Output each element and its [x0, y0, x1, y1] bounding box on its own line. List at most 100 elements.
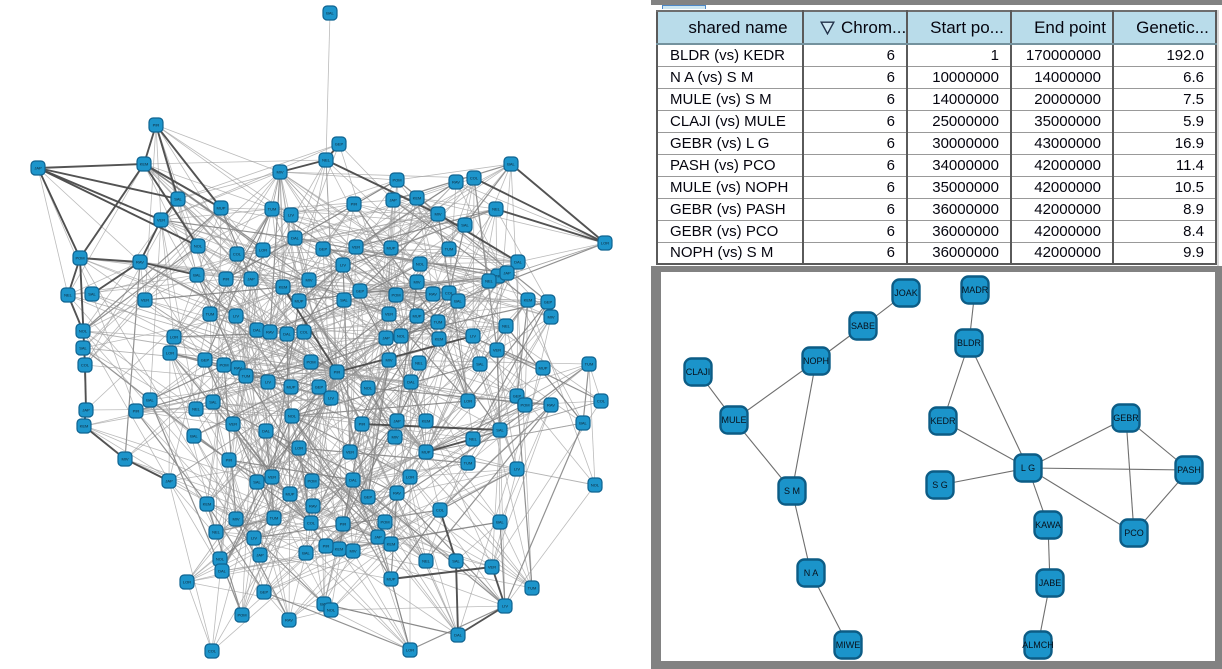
svg-text:POM: POM: [219, 363, 228, 368]
svg-text:SAL: SAL: [340, 298, 348, 303]
svg-text:COL: COL: [445, 291, 454, 296]
svg-text:SAL: SAL: [476, 362, 484, 367]
svg-text:BAL: BAL: [507, 162, 515, 167]
svg-text:MIV: MIV: [385, 358, 392, 363]
svg-text:NEL: NEL: [422, 559, 431, 564]
svg-text:COL: COL: [208, 649, 217, 654]
svg-text:PIR: PIR: [334, 370, 341, 375]
svg-text:JOAK: JOAK: [894, 288, 918, 298]
svg-text:NEL: NEL: [492, 207, 501, 212]
svg-text:SAL: SAL: [461, 223, 469, 228]
svg-text:MUP: MUP: [413, 314, 422, 319]
svg-text:BAL: BAL: [190, 434, 198, 439]
svg-text:PIR: PIR: [359, 422, 366, 427]
svg-text:N A: N A: [804, 568, 819, 578]
svg-text:LIV: LIV: [340, 263, 346, 268]
svg-text:SAL: SAL: [79, 346, 87, 351]
svg-text:MUP: MUP: [422, 450, 431, 455]
svg-text:JAP: JAP: [389, 198, 397, 203]
svg-text:COL: COL: [233, 252, 242, 257]
svg-text:DAL: DAL: [454, 633, 463, 638]
svg-text:LIV: LIV: [265, 380, 271, 385]
svg-text:GEP: GEP: [201, 358, 210, 363]
svg-text:MUP: MUP: [287, 385, 296, 390]
svg-text:NOL: NOL: [416, 262, 425, 267]
svg-text:NOL: NOL: [327, 608, 336, 613]
svg-text:NOL: NOL: [79, 329, 88, 334]
svg-text:LOR: LOR: [166, 351, 174, 356]
svg-text:TUM: TUM: [434, 320, 443, 325]
svg-text:MIV: MIV: [276, 170, 283, 175]
svg-text:BAL: BAL: [302, 551, 310, 556]
svg-text:BAL: BAL: [146, 398, 154, 403]
svg-text:LOR: LOR: [601, 241, 609, 246]
svg-text:KEM: KEM: [279, 285, 288, 290]
svg-text:KAWA: KAWA: [1035, 520, 1061, 530]
svg-text:COL: COL: [307, 521, 316, 526]
svg-text:NOL: NOL: [216, 557, 225, 562]
svg-text:MIV: MIV: [305, 278, 312, 283]
svg-text:MUP: MUP: [295, 299, 304, 304]
svg-text:DAL: DAL: [262, 429, 271, 434]
svg-text:LIV: LIV: [233, 314, 239, 319]
svg-text:SAL: SAL: [496, 428, 504, 433]
svg-text:TUM: TUM: [528, 586, 537, 591]
svg-text:RAV: RAV: [266, 330, 274, 335]
svg-text:MIV: MIV: [547, 315, 554, 320]
svg-text:RAV: RAV: [429, 292, 437, 297]
svg-text:TUM: TUM: [268, 207, 277, 212]
svg-text:PIR: PIR: [495, 274, 502, 279]
svg-text:POM: POM: [391, 293, 400, 298]
svg-text:VER: VER: [488, 565, 496, 570]
svg-text:MIV: MIV: [121, 457, 128, 462]
svg-text:NEL: NEL: [415, 361, 424, 366]
svg-text:GEP: GEP: [315, 385, 324, 390]
svg-text:GEP: GEP: [356, 289, 365, 294]
svg-text:JAP: JAP: [256, 553, 264, 558]
svg-text:MIV: MIV: [391, 435, 398, 440]
svg-text:KEDR: KEDR: [930, 416, 956, 426]
svg-text:PIR: PIR: [153, 123, 160, 128]
svg-text:VER: VER: [352, 245, 360, 250]
svg-text:PIR: PIR: [223, 277, 230, 282]
svg-text:VER: VER: [157, 218, 165, 223]
svg-text:JAP: JAP: [247, 277, 255, 282]
svg-text:NOL: NOL: [364, 386, 373, 391]
svg-text:DAL: DAL: [283, 332, 292, 337]
svg-text:NEL: NEL: [322, 158, 331, 163]
svg-text:MUP: MUP: [217, 206, 226, 211]
svg-text:NOL: NOL: [591, 483, 600, 488]
svg-text:BAL: BAL: [454, 299, 462, 304]
svg-text:LOR: LOR: [259, 248, 267, 253]
svg-text:POM: POM: [307, 479, 316, 484]
svg-text:DAL: DAL: [514, 260, 523, 265]
svg-text:NOL: NOL: [397, 334, 406, 339]
svg-text:PIR: PIR: [226, 458, 233, 463]
svg-text:PIR: PIR: [133, 409, 140, 414]
svg-text:LIV: LIV: [502, 604, 508, 609]
svg-text:JAP: JAP: [374, 535, 382, 540]
svg-text:JAP: JAP: [503, 271, 511, 276]
svg-text:LOR: LOR: [170, 335, 178, 340]
svg-text:KEM: KEM: [422, 419, 431, 424]
svg-text:KEM: KEM: [80, 424, 89, 429]
svg-text:KEM: KEM: [335, 547, 344, 552]
svg-text:LIV: LIV: [470, 334, 476, 339]
svg-text:POM: POM: [237, 613, 246, 618]
svg-text:POM: POM: [75, 256, 84, 261]
svg-text:SAL: SAL: [253, 480, 261, 485]
svg-text:GEP: GEP: [364, 495, 373, 500]
svg-text:RAV: RAV: [393, 491, 401, 496]
svg-text:LOR: LOR: [295, 446, 303, 451]
svg-text:SABE: SABE: [851, 321, 875, 331]
svg-text:MIV: MIV: [413, 280, 420, 285]
svg-text:LIV: LIV: [288, 213, 294, 218]
svg-text:MUP: MUP: [286, 492, 295, 497]
svg-text:KEM: KEM: [413, 196, 422, 201]
svg-text:KEM: KEM: [435, 337, 444, 342]
svg-text:GEP: GEP: [335, 142, 344, 147]
svg-text:DAL: DAL: [218, 569, 227, 574]
svg-text:JAP: JAP: [165, 479, 173, 484]
svg-text:PCO: PCO: [1124, 528, 1144, 538]
svg-text:TUM: TUM: [206, 312, 215, 317]
